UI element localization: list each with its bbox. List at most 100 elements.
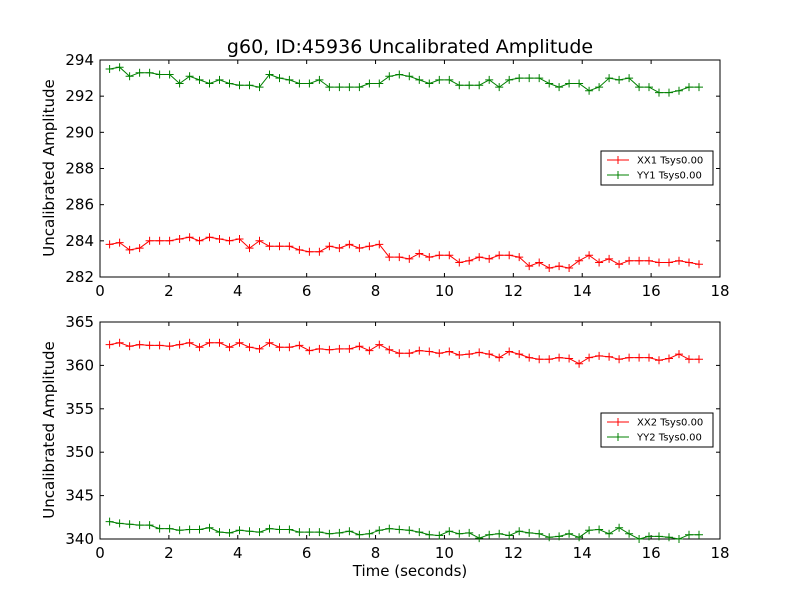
top-series-0-point (105, 240, 114, 249)
bottom-series-1-point (685, 530, 693, 539)
top-series-0-point (375, 240, 384, 249)
top-series-1-point (585, 86, 594, 95)
top-series-0-point (175, 235, 184, 243)
bottom-series-1-point (395, 525, 404, 534)
bottom-series-0-point (595, 351, 604, 360)
top-x-tick-label: 14 (573, 282, 592, 300)
top-series-0-point (195, 236, 204, 245)
bottom-series-0-point (155, 341, 164, 350)
top-series-0-point (625, 256, 634, 265)
top-y-tick-label: 294 (65, 51, 94, 69)
top-series-1-point (365, 79, 374, 88)
bottom-series-0-point (285, 343, 294, 352)
bottom-series-0-point (475, 348, 484, 357)
top-series-0-point (535, 258, 544, 267)
bottom-series-0-point (185, 338, 194, 347)
bottom-series-0-point (505, 347, 514, 356)
bottom-series-1-point (295, 528, 304, 537)
bottom-series-0-point (425, 347, 434, 356)
top-series-1-point (315, 75, 324, 84)
bottom-x-tick-label: 4 (233, 544, 243, 562)
top-series-0-point (645, 256, 653, 265)
bottom-series-0-point (635, 353, 644, 362)
top-series-1-point (105, 65, 114, 73)
bottom-x-tick-label: 16 (642, 544, 661, 562)
top-series-0-point (595, 258, 604, 267)
top-legend-label-yy1: YY1 Tsys0.00 (636, 171, 702, 182)
top-series-0-point (485, 254, 494, 263)
top-series-1-point (435, 75, 444, 84)
top-series-0-point (505, 251, 514, 260)
bottom-series-0-point (375, 340, 384, 349)
top-legend: XX1 Tsys0.00 YY1 Tsys0.00 (600, 150, 714, 186)
bottom-series-1-point (625, 529, 634, 538)
top-series-1-point (205, 79, 214, 88)
bottom-series-0-point (135, 340, 144, 349)
bottom-x-tick-label: 14 (573, 544, 592, 562)
top-series-0-point (525, 262, 534, 271)
top-series-0-point (245, 244, 254, 253)
bottom-series-0-point (205, 338, 214, 347)
bottom-series-0-point (555, 353, 564, 362)
top-series-0-point (125, 245, 134, 254)
top-series-1-point (615, 75, 624, 84)
bottom-series-1-point (505, 531, 514, 540)
bottom-series-0-point (655, 356, 663, 365)
bottom-series-0-point (235, 338, 244, 347)
bottom-x-tick-label: 0 (95, 544, 105, 562)
bottom-y-tick-label: 355 (65, 400, 94, 418)
top-series-0-point (585, 251, 594, 260)
bottom-series-1-point (645, 532, 653, 541)
bottom-x-tick-label: 18 (710, 544, 729, 562)
bottom-series-1-point (345, 527, 354, 536)
top-y-tick-label: 290 (65, 123, 94, 141)
top-series-0-point (465, 256, 474, 265)
bottom-series-1-point (565, 529, 574, 538)
top-series-0-point (455, 258, 464, 267)
bottom-series-0-point (145, 341, 154, 350)
bottom-series-0-point (165, 342, 174, 351)
top-series-1-point (685, 83, 693, 92)
top-series-1-point (155, 70, 164, 79)
top-series-1-point (695, 83, 703, 92)
bottom-series-1-point (465, 528, 474, 537)
bottom-series-0-point (335, 344, 344, 353)
top-series-0-point (165, 236, 174, 245)
top-subplot: g60, ID:45936 Uncalibrated Amplitude Unc… (40, 36, 730, 300)
top-series-1-point (505, 75, 514, 84)
bottom-series-1-point (115, 519, 124, 528)
top-series-0-point (315, 247, 324, 256)
bottom-series-0-point (565, 354, 574, 363)
top-series-1-point (675, 86, 683, 95)
top-series-0-point (405, 254, 414, 263)
bottom-plot-frame (99, 321, 721, 540)
top-series-1-point (595, 83, 604, 92)
bottom-series-0-point (265, 338, 274, 347)
bottom-legend: XX2 Tsys0.00 YY2 Tsys0.00 (600, 412, 714, 448)
top-series-1-point (415, 75, 424, 84)
bottom-series-1-point (375, 526, 384, 535)
top-series-0-point (695, 260, 703, 269)
top-series-1-point (555, 83, 564, 92)
bottom-series-1-point (245, 527, 254, 536)
bottom-series-1-point (355, 530, 364, 539)
top-y-tick-label: 292 (65, 87, 94, 105)
top-series-1-point (485, 75, 494, 84)
bottom-series-1-point (425, 530, 434, 539)
top-x-tick-label: 10 (435, 282, 454, 300)
bottom-series-0-point (195, 343, 204, 352)
top-series-0-point (235, 235, 244, 243)
bottom-legend-marker-yy2 (614, 433, 622, 441)
top-x-tick-label: 8 (371, 282, 381, 300)
top-series-0-point (285, 242, 294, 251)
top-series-0-point (555, 262, 564, 271)
bottom-legend-label-xx2: XX2 Tsys0.00 (637, 418, 703, 429)
top-series-line-0 (109, 236, 700, 269)
bottom-y-tick-label: 350 (65, 443, 94, 461)
bottom-x-tick-label: 2 (164, 544, 174, 562)
bottom-series-0-point (575, 359, 584, 368)
bottom-series-0-point (585, 353, 594, 362)
bottom-series-1-point (225, 528, 234, 537)
top-series-0-point (365, 242, 374, 251)
bottom-series-1-point (455, 529, 464, 538)
